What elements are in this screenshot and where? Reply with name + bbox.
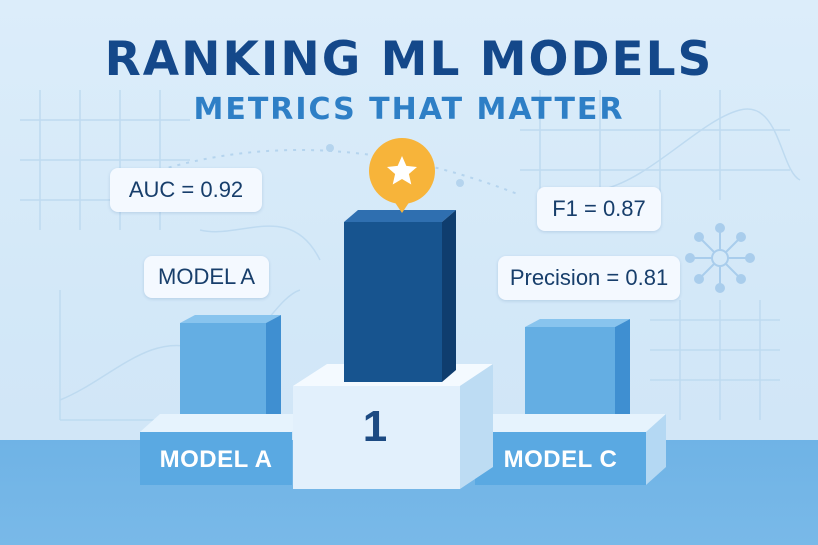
page-subtitle: METRICS THAT MATTER	[193, 92, 625, 127]
model-a-bar	[180, 315, 281, 426]
page-title: RANKING ML MODELS	[104, 32, 714, 87]
winner-badge	[369, 138, 435, 213]
podium-step-center	[293, 364, 493, 489]
network-icon	[685, 223, 755, 293]
auc-callout: AUC = 0.92	[110, 168, 262, 212]
rank-number: 1	[362, 402, 388, 451]
winner-bar	[344, 210, 456, 382]
f1-callout: F1 = 0.87	[537, 187, 661, 231]
podium-step-right	[475, 414, 666, 485]
precision-callout: Precision = 0.81	[498, 256, 680, 300]
model-a-callout: MODEL A	[144, 256, 269, 298]
model-c-bar	[525, 319, 630, 426]
star-icon	[387, 156, 417, 185]
podium-step-left	[140, 414, 310, 485]
podium-label-right: MODEL C	[503, 446, 618, 473]
podium-label-left: MODEL A	[159, 446, 273, 473]
